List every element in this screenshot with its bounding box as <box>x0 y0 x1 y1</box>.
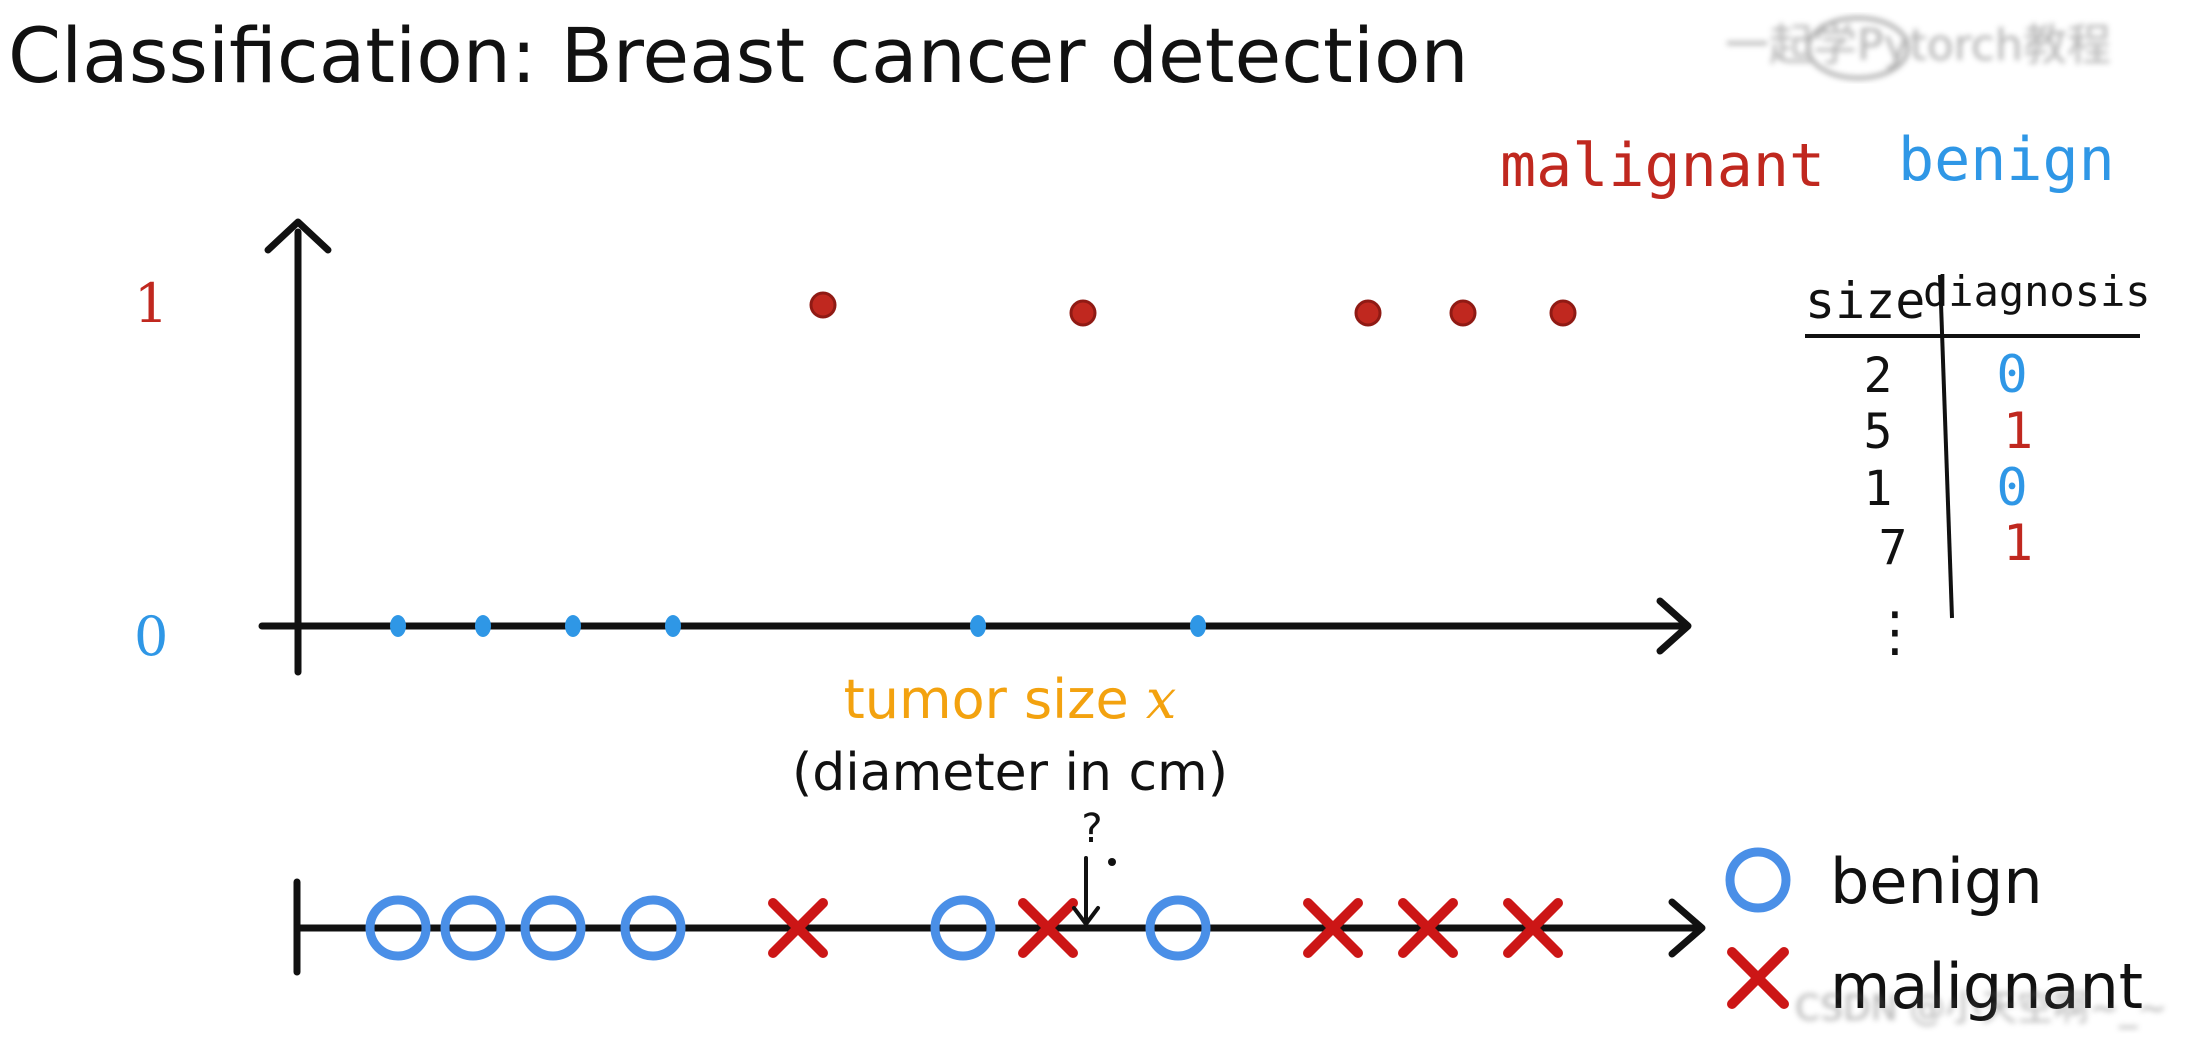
benign-point <box>665 615 681 637</box>
benign-point <box>565 615 581 637</box>
table-row-size: 1 <box>1864 461 1893 517</box>
x-axis-label-main: tumor size <box>844 668 1146 731</box>
malignant-point <box>1449 299 1477 327</box>
malignant-cross-mark <box>768 898 828 958</box>
benign-point <box>1190 615 1206 637</box>
lower-chart-marks <box>365 895 1563 961</box>
number-line-arrow <box>1668 898 1706 958</box>
x-axis-label: tumor size x <box>844 668 1177 731</box>
malignant-point <box>1354 299 1382 327</box>
table-row-diagnosis: 0 <box>1996 458 2027 518</box>
y-tick-label-0: 0 <box>134 605 168 668</box>
query-marker: ? <box>1072 806 1116 926</box>
table-column-rule <box>1938 274 1954 619</box>
legend-bottom-benign-label: benign <box>1830 845 2043 918</box>
legend-malignant-label: malignant <box>1500 131 1825 201</box>
malignant-cross-mark <box>1018 898 1078 958</box>
upper-chart: 1 0 tumor size x (diameter in cm) <box>134 218 1692 803</box>
benign-ring-mark <box>1145 895 1211 961</box>
legend-ring-icon <box>1725 847 1791 913</box>
lower-chart: ? <box>293 806 1706 976</box>
malignant-point <box>1549 299 1577 327</box>
benign-point <box>475 615 491 637</box>
malignant-point <box>809 291 837 319</box>
legend-bottom-malignant-label: malignant <box>1830 950 2143 1023</box>
slide-title: Classification: Breast cancer detection <box>8 11 1469 100</box>
malignant-cross-mark <box>1303 898 1363 958</box>
cloud-logo-icon <box>1806 16 1910 80</box>
benign-point <box>390 615 406 637</box>
x-axis-label-variable: x <box>1146 668 1176 731</box>
benign-ring-mark <box>365 895 431 961</box>
query-dot <box>1108 858 1116 866</box>
malignant-point <box>1069 299 1097 327</box>
y-axis-arrow <box>264 218 332 254</box>
upper-chart-marks <box>390 291 1577 637</box>
table-header-size: size <box>1805 272 1925 330</box>
table-ellipsis: ⋮ <box>1868 600 1922 663</box>
benign-ring-mark <box>440 895 506 961</box>
table-row-diagnosis: 1 <box>2003 514 2033 572</box>
watermark-bottom: CSDN @小天空啊~_~ <box>1795 988 2167 1029</box>
benign-point <box>970 615 986 637</box>
watermark-top: 一起学Pytorch教程 <box>1725 16 2111 80</box>
x-axis-arrow <box>1656 597 1692 655</box>
query-arrow-head <box>1072 906 1100 926</box>
watermark-bottom-text: CSDN @小天空啊~_~ <box>1795 988 2167 1029</box>
malignant-cross-mark <box>1503 898 1563 958</box>
benign-ring-mark <box>620 895 686 961</box>
table-row-size: 2 <box>1864 348 1893 404</box>
benign-ring-mark <box>930 895 996 961</box>
query-question-mark: ? <box>1081 806 1102 852</box>
legend-cross-icon <box>1727 947 1789 1009</box>
table-header-diagnosis: diagnosis <box>1923 267 2151 316</box>
benign-ring-mark <box>520 895 586 961</box>
table-row-diagnosis: 1 <box>2003 402 2033 460</box>
legend-benign-label: benign <box>1898 125 2115 195</box>
table-row-diagnosis: 0 <box>1996 345 2027 405</box>
table-row-size: 5 <box>1864 404 1893 460</box>
malignant-cross-mark <box>1398 898 1458 958</box>
x-axis-sublabel: (diameter in cm) <box>792 743 1228 803</box>
y-tick-label-1: 1 <box>134 272 168 335</box>
watermark-top-text: 一起学Pytorch教程 <box>1725 20 2111 71</box>
table-row-size: 7 <box>1879 520 1908 576</box>
data-table: size diagnosis 2 0 5 1 1 0 7 1 ⋮ <box>1805 267 2151 663</box>
